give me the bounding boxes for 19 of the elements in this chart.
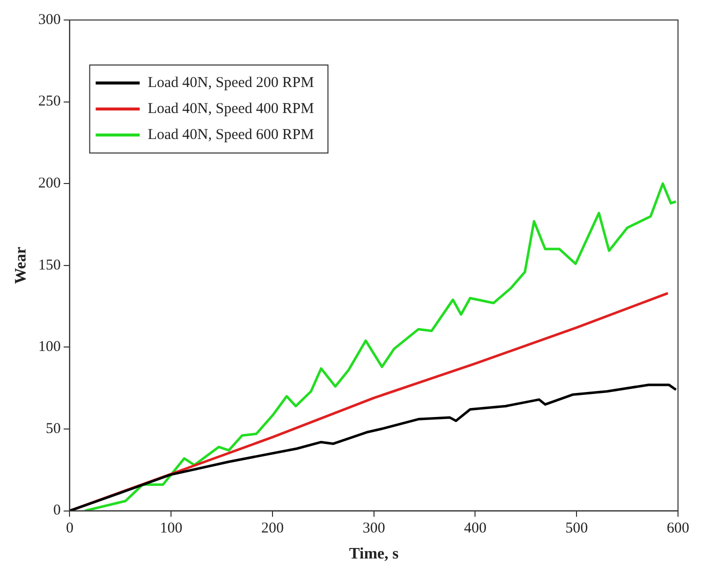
x-tick-label: 500 [565,520,588,537]
x-tick-label: 100 [160,520,182,537]
y-tick-label: 150 [38,257,61,274]
x-tick-label: 200 [261,520,284,537]
y-tick-label: 100 [38,339,61,356]
x-tick-label: 300 [362,520,386,537]
x-tick-label: 0 [66,520,74,537]
y-tick-label: 0 [53,502,61,519]
y-tick-label: 300 [38,12,61,28]
x-axis-title: Time, s [349,546,399,563]
x-tick-label: 600 [666,520,690,537]
legend-label: Load 40N, Speed 200 RPM [148,74,314,91]
x-tick-label: 400 [464,520,486,537]
legend-label: Load 40N, Speed 400 RPM [148,100,314,117]
y-tick-label: 50 [46,420,61,437]
y-tick-label: 200 [38,176,61,192]
y-axis-title: Wear [12,246,30,284]
legend-label: Load 40N, Speed 600 RPM [148,126,314,143]
y-tick-label: 250 [38,94,61,110]
